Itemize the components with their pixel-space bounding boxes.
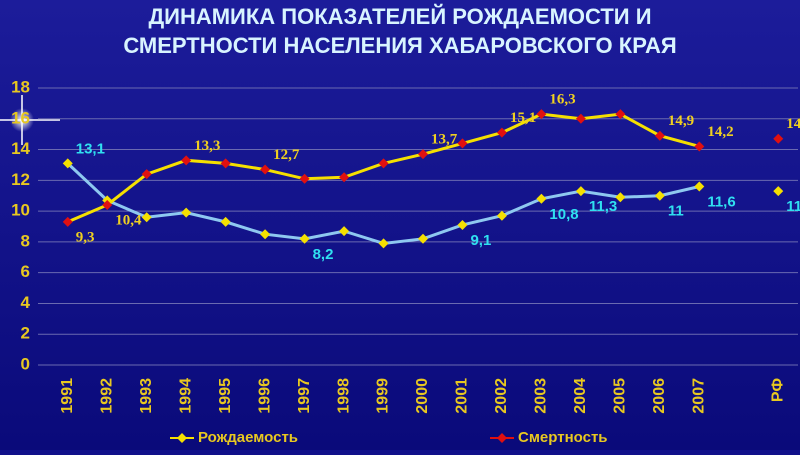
data-label: 14,2 xyxy=(707,124,733,140)
x-tick-label: 1997 xyxy=(296,378,313,414)
data-label: 9,3 xyxy=(76,229,95,245)
data-label: 14,9 xyxy=(668,113,694,129)
chart-title: ДИНАМИКА ПОКАЗАТЕЛЕЙ РОЖДАЕМОСТИ И xyxy=(148,4,651,29)
x-tick-label: 1992 xyxy=(98,378,115,414)
data-label: 11,3 xyxy=(589,198,617,215)
x-tick-label: РФ xyxy=(769,378,786,402)
marker xyxy=(457,219,468,230)
marker xyxy=(575,113,586,124)
marker xyxy=(220,216,231,227)
marker xyxy=(378,158,389,169)
marker xyxy=(773,186,784,197)
legend-marker xyxy=(497,433,507,443)
marker xyxy=(260,164,271,175)
marker xyxy=(418,149,428,160)
x-tick-label: 2002 xyxy=(493,378,510,414)
x-tick-label: 2004 xyxy=(572,378,589,414)
x-tick-label: 1991 xyxy=(59,378,76,414)
marker xyxy=(339,172,350,183)
x-tick-label: 2000 xyxy=(414,378,431,414)
data-label: 11,6 xyxy=(707,193,735,210)
data-label: 8,2 xyxy=(313,246,334,263)
data-label: 15,1 xyxy=(510,110,536,126)
legend-marker xyxy=(177,433,187,443)
y-tick-label: 2 xyxy=(21,324,30,343)
marker xyxy=(654,130,665,141)
x-tick-label: 1996 xyxy=(256,378,273,414)
x-tick-label: 2005 xyxy=(612,378,629,414)
x-tick-label: 2001 xyxy=(454,378,471,414)
marker xyxy=(141,212,152,223)
marker xyxy=(102,199,113,210)
marker xyxy=(496,127,507,138)
y-tick-label: 0 xyxy=(21,354,30,373)
x-tick-label: 1999 xyxy=(375,378,392,414)
marker xyxy=(62,216,73,227)
y-tick-label: 12 xyxy=(11,170,30,189)
marker xyxy=(615,109,626,120)
x-tick-label: 2003 xyxy=(533,378,550,414)
chart-title: СМЕРТНОСТИ НАСЕЛЕНИЯ ХАБАРОВСКОГО КРАЯ xyxy=(123,33,676,58)
y-tick-label: 14 xyxy=(11,139,30,158)
y-tick-label: 16 xyxy=(11,108,30,127)
marker xyxy=(575,186,586,197)
marker xyxy=(418,233,428,244)
marker xyxy=(181,155,192,166)
data-label: 13,3 xyxy=(194,138,220,154)
marker xyxy=(536,193,547,204)
data-label: 14,7 xyxy=(786,116,800,132)
x-tick-label: 1998 xyxy=(335,378,352,414)
data-label: 13,1 xyxy=(76,140,105,157)
marker xyxy=(615,192,626,203)
data-label: 9,1 xyxy=(470,232,491,249)
data-label: 10,4 xyxy=(115,212,142,228)
x-tick-label: 2006 xyxy=(651,378,668,414)
data-label: 12,7 xyxy=(273,147,300,163)
legend-label: Смертность xyxy=(518,429,608,446)
data-label: 10,8 xyxy=(549,206,578,223)
marker xyxy=(220,158,231,169)
marker xyxy=(141,169,152,180)
data-label: 11 xyxy=(668,203,684,220)
marker xyxy=(496,210,507,221)
x-tick-label: 1994 xyxy=(177,378,194,414)
marker xyxy=(457,138,468,149)
marker xyxy=(536,109,547,120)
data-label: 16,3 xyxy=(549,92,575,108)
marker xyxy=(378,238,389,249)
marker xyxy=(694,141,705,152)
y-tick-label: 4 xyxy=(21,293,31,312)
legend-label: Рождаемость xyxy=(198,429,298,446)
marker xyxy=(260,229,271,240)
y-tick-label: 6 xyxy=(21,262,30,281)
marker xyxy=(339,226,350,237)
data-label: 11,3 xyxy=(786,198,800,215)
marker xyxy=(181,207,192,218)
y-tick-label: 18 xyxy=(11,77,30,96)
data-label: 13,7 xyxy=(431,132,458,148)
marker xyxy=(299,173,310,184)
y-tick-label: 8 xyxy=(21,231,30,250)
x-tick-label: 2007 xyxy=(691,378,708,414)
marker xyxy=(654,190,665,201)
marker xyxy=(299,233,310,244)
x-tick-label: 1993 xyxy=(138,378,155,414)
x-tick-label: 1995 xyxy=(217,378,234,414)
y-tick-label: 10 xyxy=(11,201,30,220)
marker xyxy=(694,181,705,192)
marker xyxy=(773,133,784,144)
marker xyxy=(62,158,73,169)
